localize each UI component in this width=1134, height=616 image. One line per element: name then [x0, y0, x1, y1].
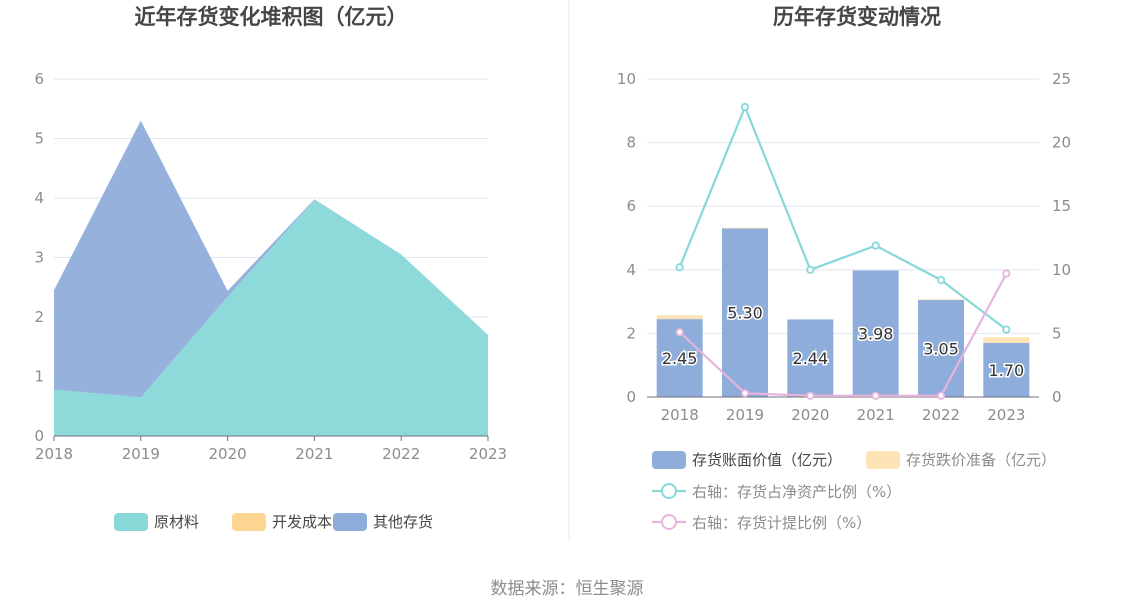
left-y-tick-label: 6: [34, 70, 44, 88]
left-x-tick-label: 2023: [469, 445, 507, 463]
right-legend-label: 右轴：存货占净资产比例（%）: [692, 483, 901, 501]
left-y-tick-label: 1: [34, 368, 44, 386]
right-legend-label: 存货跌价准备（亿元）: [906, 451, 1056, 469]
right-y2-tick-label: 25: [1052, 70, 1071, 88]
line-point: [806, 265, 815, 274]
bar-value-label: 1.70: [989, 361, 1025, 380]
area-原材料: [54, 199, 488, 436]
line-point: [936, 391, 946, 400]
bar-book-value: [852, 270, 899, 397]
bar-value-label: 3.98: [858, 325, 894, 344]
right-x-tick-label: 2022: [922, 406, 960, 424]
line-point: [1002, 325, 1011, 334]
left-stacked-area-chart: 0 1 2 3 4 5 6 2018 2019 2020 2021 2022 2023 原材料 开发成本 其他…: [34, 70, 507, 531]
right-legend-swatch: [866, 451, 900, 469]
line-point: [871, 391, 880, 400]
right-legend-marker: [661, 514, 677, 530]
left-x-tick-label: 2018: [35, 445, 73, 463]
right-y2-tick-label: 15: [1052, 197, 1071, 215]
bar-impairment: [918, 299, 964, 301]
right-y-tick-label: 2: [626, 324, 636, 342]
left-legend-swatch: [232, 513, 266, 531]
right-y-tick-label: 0: [626, 388, 636, 406]
right-y-tick-label: 4: [626, 261, 636, 279]
bar-impairment: [722, 227, 768, 229]
line-point: [806, 391, 815, 400]
right-y2-tick-label: 20: [1052, 134, 1071, 152]
right-y-tick-label: 8: [626, 134, 636, 152]
bar-book-value: [722, 228, 768, 397]
left-x-tick-label: 2020: [209, 445, 247, 463]
left-legend-label: 其他存货: [373, 513, 433, 531]
right-x-tick-label: 2019: [726, 406, 764, 424]
bar-impairment: [656, 315, 703, 320]
right-chart-title: 历年存货变动情况: [773, 5, 941, 29]
right-bar-line-chart: 0 2 4 6 8 10 0 5 10 15 20 25 2.45 5.30 2.44 3.98 3.05 1.7…: [617, 70, 1071, 532]
right-legend-marker: [661, 483, 677, 499]
left-y-tick-label: 3: [34, 249, 44, 267]
bar-book-value: [918, 300, 964, 397]
line-point: [675, 328, 684, 337]
bar-book-value: [787, 319, 834, 397]
right-y2-tick-label: 0: [1052, 388, 1062, 406]
left-legend-swatch: [114, 513, 148, 531]
right-x-tick-label: 2020: [791, 406, 829, 424]
line-point: [740, 389, 750, 398]
left-y-tick-label: 5: [34, 130, 44, 148]
bar-value-label: 2.45: [662, 349, 698, 368]
right-legend-label: 右轴：存货计提比例（%）: [692, 514, 871, 532]
line-point: [740, 102, 750, 112]
left-chart-title: 近年存货变化堆积图（亿元）: [135, 5, 408, 29]
line-point: [675, 263, 684, 272]
right-x-tick-label: 2021: [857, 406, 895, 424]
right-legend-label: 存货账面价值（亿元）: [692, 451, 842, 469]
bar-book-value: [983, 342, 1030, 397]
bar-value-label: 2.44: [793, 349, 829, 368]
bar-impairment: [983, 337, 1030, 343]
line-point: [936, 275, 946, 285]
left-x-tick-label: 2022: [382, 445, 420, 463]
area-其他存货: [54, 120, 488, 398]
right-x-tick-label: 2018: [661, 406, 699, 424]
left-legend-label: 原材料: [154, 513, 199, 531]
right-y2-tick-label: 5: [1052, 324, 1062, 342]
bar-value-label: 5.30: [727, 304, 763, 323]
left-y-tick-label: 2: [34, 308, 44, 326]
line-右轴：存货计提比例（%）: [678, 273, 1008, 397]
right-y-tick-label: 6: [626, 197, 636, 215]
left-legend-label: 开发成本: [272, 513, 332, 531]
bar-value-label: 3.05: [923, 340, 959, 359]
right-y-tick-label: 10: [617, 70, 636, 88]
right-legend-swatch: [652, 451, 686, 469]
left-x-tick-label: 2019: [122, 445, 160, 463]
line-point: [1002, 269, 1011, 278]
left-legend-swatch: [333, 513, 367, 531]
data-source-note: 数据来源：恒生聚源: [490, 579, 644, 599]
line-point: [871, 241, 880, 250]
right-y2-tick-label: 10: [1052, 261, 1071, 279]
left-y-tick-label: 4: [34, 189, 44, 207]
line-右轴：存货占净资产比例（%）: [678, 104, 1007, 331]
left-x-tick-label: 2021: [295, 445, 333, 463]
left-y-tick-label: 0: [34, 427, 44, 445]
right-x-tick-label: 2023: [987, 406, 1025, 424]
